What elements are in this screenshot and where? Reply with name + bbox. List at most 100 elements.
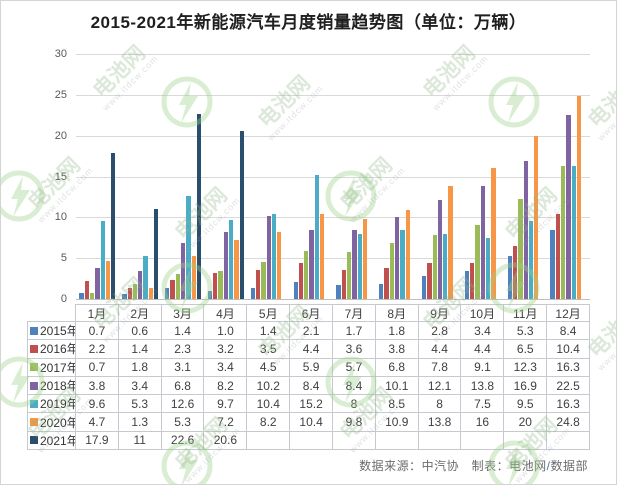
year-label: 2016年 [27, 340, 76, 359]
bar-slot [411, 54, 415, 299]
bar-slot [475, 54, 480, 299]
bar [555, 214, 561, 299]
table-value-cell: 10.4 [547, 340, 590, 359]
bar [277, 232, 282, 299]
bar-slot [207, 54, 213, 299]
table-value-cell: 3.4 [118, 376, 162, 396]
table-value-cell: 1.7 [332, 322, 376, 341]
bar-slot [95, 54, 100, 299]
table-value-cell: 10.4 [290, 413, 333, 432]
table-value-cell: 5.3 [504, 322, 548, 341]
table-value-cell: 10.1 [375, 376, 419, 396]
table-value-cell [418, 431, 462, 451]
year-label: 2020年 [27, 413, 76, 432]
bar [196, 114, 202, 299]
bar [432, 235, 437, 299]
table-value-cell: 17.9 [76, 431, 119, 451]
bar-slot [405, 54, 410, 299]
gridline [76, 217, 590, 219]
bar [309, 230, 314, 299]
dept-text: 数据部 [550, 459, 588, 473]
bar-slot [223, 54, 229, 299]
bar-slot [153, 54, 159, 299]
bar-slot [100, 54, 105, 299]
bar [379, 284, 384, 299]
month-header: 9月 [418, 304, 462, 322]
legend-swatch-icon [30, 344, 38, 353]
bar [389, 243, 395, 299]
table-value-cell: 8.4 [290, 376, 333, 396]
bar-slot [304, 54, 309, 299]
bar [437, 200, 443, 299]
table-value-cell: 2.3 [161, 340, 205, 359]
table-value-cell: 16.3 [547, 395, 590, 414]
bar-group [461, 54, 504, 299]
y-tick-label: 25 [54, 88, 67, 101]
table-value-cell: 0.7 [76, 358, 119, 377]
source-note: 数据来源：中汽协 制表：电池网/数据部 [359, 457, 588, 474]
table-value-cell [290, 431, 333, 451]
bar [180, 243, 186, 299]
table-value-cell: 16 [461, 413, 505, 432]
bar-group [419, 54, 462, 299]
bar-slot [357, 54, 362, 299]
table-value-cell: 20 [504, 413, 548, 432]
bar-slot [180, 54, 186, 299]
table-value-cell: 22.5 [547, 376, 590, 396]
month-header: 3月 [161, 304, 205, 322]
bar [384, 267, 389, 299]
month-header: 11月 [504, 304, 548, 322]
bar-group [376, 54, 419, 299]
bar-slot [314, 54, 319, 299]
table-value-cell: 7.2 [204, 413, 248, 432]
bar-group [547, 54, 590, 299]
bar [191, 255, 196, 299]
table-value-cell: 1.3 [118, 413, 162, 432]
bar-group [204, 54, 247, 299]
table-value-cell: 22.6 [161, 431, 205, 451]
month-header: 2月 [118, 304, 162, 322]
bar-slot [105, 54, 111, 299]
bar-slot [400, 54, 405, 299]
table-value-cell: 8.4 [332, 376, 376, 396]
year-label-text: 2015年 [40, 324, 76, 339]
bar [486, 237, 491, 299]
bar-slot [271, 54, 277, 299]
table-value-cell: 6.5 [504, 340, 548, 359]
bar-slot [282, 54, 286, 299]
bar [100, 220, 105, 299]
y-tick-label: 20 [54, 129, 67, 142]
bar-slot [497, 54, 501, 299]
table-value-cell: 7.8 [418, 358, 462, 377]
data-table: 1月 2月 3月 4月 5月 6月 7月 8月 9月 10月 11月 12月 2015年 0.7 0.6 1.… [27, 304, 590, 451]
table-value-cell: 9.1 [461, 358, 505, 377]
year-label: 2021年 [27, 431, 76, 451]
table-value-cell: 11 [118, 431, 162, 451]
table-value-cell: 3.4 [204, 358, 248, 377]
bar [84, 281, 89, 299]
bar [507, 255, 512, 299]
bar [250, 287, 255, 299]
table-value-cell [247, 431, 291, 451]
table-value-cell: 8.5 [375, 395, 419, 414]
bar-slot [277, 54, 282, 299]
table-value-cell: 10.4 [247, 395, 291, 414]
bar [346, 252, 352, 299]
bar [320, 214, 325, 299]
slash-separator: / [546, 459, 551, 473]
month-header: 6月 [290, 304, 333, 322]
bar-slot [512, 54, 518, 299]
bar [298, 263, 304, 299]
y-tick-label: 15 [54, 170, 67, 183]
table-value-cell: 8 [418, 395, 462, 414]
table-value-cell: 1.0 [204, 322, 248, 341]
bar-slot [454, 54, 458, 299]
table-value-cell [332, 431, 376, 451]
table-value-cell: 2.2 [76, 340, 119, 359]
bar-slot [352, 54, 357, 299]
bar-slot [432, 54, 437, 299]
bar-slot [218, 54, 223, 299]
legend-swatch-icon [30, 381, 38, 390]
bar [304, 250, 309, 299]
table-value-cell: 2.8 [418, 322, 462, 341]
